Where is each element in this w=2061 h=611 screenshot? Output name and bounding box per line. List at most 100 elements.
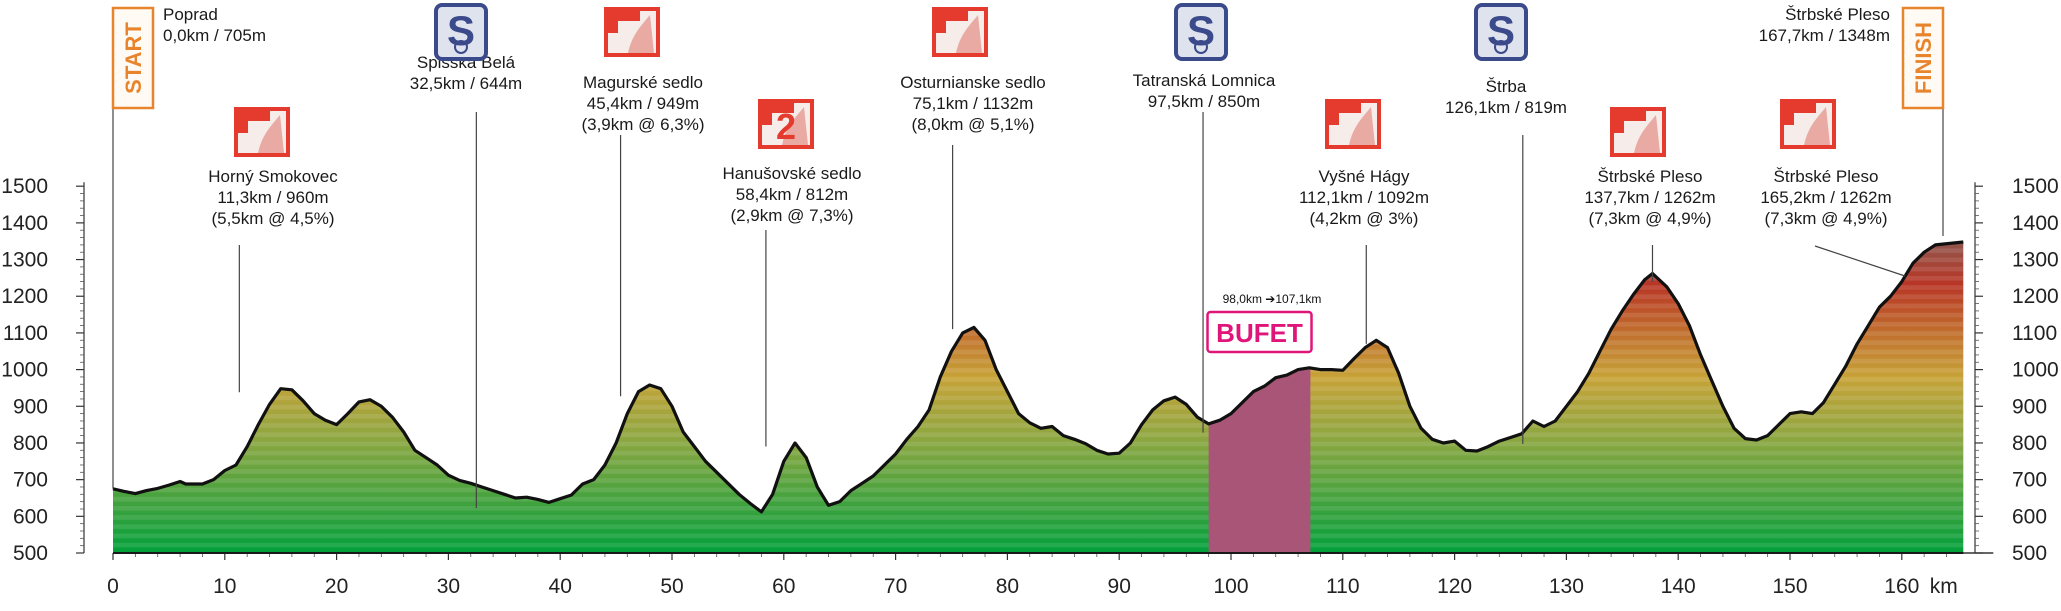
waypoint-name: Štrbské Pleso (1598, 167, 1703, 186)
climb-icon-mountain (258, 115, 284, 153)
waypoint-climb-stats: (3,9km @ 6,3%) (581, 115, 704, 134)
sprint-icon-wheel (1494, 40, 1508, 54)
y-tick-label-left: 800 (13, 432, 48, 455)
waypoint-label: Horný Smokovec 11,3km / 960m (5,5km @ 4,5%… (208, 167, 338, 228)
y-tick-label-left: 600 (13, 505, 48, 528)
waypoint-km-altitude: 167,7km / 1348m (1759, 26, 1890, 45)
axes: 0 10 20 30 40 50 60 70 80 90 100 110 120 130 140 150 160… (1, 175, 2058, 598)
finish-flag-text: FINISH (1911, 22, 1936, 94)
buffet-range-text: 98,0km ➔107,1km (1223, 292, 1322, 306)
y-tick-label-right: 1300 (2012, 249, 2059, 272)
x-tick-label: 70 (884, 575, 907, 598)
sprint-icon-frame (1474, 3, 1528, 61)
x-tick-label: 30 (437, 575, 460, 598)
profile-line (112, 240, 1964, 514)
start-flag-text: START (121, 22, 146, 94)
waypoint-km-altitude: 165,2km / 1262m (1760, 188, 1891, 207)
y-tick-label-right: 900 (2012, 395, 2047, 418)
waypoint-name: Horný Smokovec (208, 167, 338, 186)
x-tick-label: 60 (772, 575, 795, 598)
y-tick-label-right: 800 (2012, 432, 2047, 455)
waypoint-label: Štrbské Pleso 137,7km / 1262m (7,3km @ 4,9… (1584, 167, 1715, 228)
start-finish-flags: START FINISH (111, 6, 1945, 110)
waypoint-label: Tatranská Lomnica 97,5km / 850m (1133, 71, 1276, 111)
climb-icon-mountain (628, 15, 654, 53)
x-tick-label: 40 (549, 575, 572, 598)
start-flag-box (111, 6, 155, 110)
x-tick-label: 160 (1884, 575, 1919, 598)
leader-lines (112, 108, 1944, 509)
y-tick-label-right: 700 (2012, 469, 2047, 492)
climb-icon-number: 2 (776, 106, 796, 147)
waypoint-icons: S 2 S S (234, 3, 1836, 157)
waypoint-labels: Poprad 0,0km / 705m Horný Smokovec 11,3km /… (163, 5, 1892, 228)
y-tick-label-right: 1100 (2012, 322, 2057, 345)
buffet-badge (1206, 310, 1313, 354)
waypoint-climb-stats: (7,3km @ 4,9%) (1588, 209, 1711, 228)
waypoint-name: Hanušovské sedlo (723, 164, 862, 183)
y-tick-label-right: 1000 (2012, 359, 2059, 382)
start-flag: START (111, 6, 155, 110)
waypoint-name: Štrba (1486, 77, 1527, 96)
climb-icon-mountain (956, 15, 982, 53)
y-tick-label-left: 900 (13, 395, 48, 418)
waypoint-label: Štrba 126,1km / 819m (1445, 77, 1567, 117)
waypoint-label: Vyšné Hágy 112,1km / 1092m (4,2km @ 3%) (1299, 167, 1429, 228)
y-tick-label-left: 1200 (1, 285, 48, 308)
climb-icon-flag (1327, 101, 1361, 125)
climb-icon-flag (760, 101, 794, 125)
waypoint-km-altitude: 45,4km / 949m (587, 94, 699, 113)
x-tick-label: 100 (1213, 575, 1248, 598)
climb-icon-mountain (1634, 115, 1660, 153)
x-tick-label: 50 (660, 575, 683, 598)
y-tick-label-right: 1200 (2012, 285, 2059, 308)
waypoint-name: Štrbské Pleso (1774, 167, 1879, 186)
climb-icon-mountain (1349, 107, 1375, 145)
waypoint-climb-stats: (7,3km @ 4,9%) (1764, 209, 1887, 228)
y-tick-label-right: 1400 (2012, 212, 2059, 235)
x-unit-label: km (1930, 575, 1958, 598)
waypoint-km-altitude: 126,1km / 819m (1445, 98, 1567, 117)
x-tick-label: 110 (1326, 575, 1359, 598)
y-tick-label-left: 700 (13, 469, 48, 492)
climb-icon-flag (236, 109, 270, 133)
y-tick-label-left: 500 (13, 542, 48, 565)
y-tick-label-left: 1100 (3, 322, 48, 345)
x-tick-label: 150 (1772, 575, 1807, 598)
waypoint-km-altitude: 112,1km / 1092m (1299, 188, 1429, 207)
x-tick-label: 10 (213, 575, 236, 598)
sprint-icon-wheel (1194, 40, 1208, 54)
waypoint-km-altitude: 32,5km / 644m (410, 74, 522, 93)
waypoint-km-altitude: 97,5km / 850m (1148, 92, 1260, 111)
y-tick-label-right: 500 (2012, 542, 2047, 565)
y-tick-label-right: 1500 (2012, 175, 2059, 198)
waypoint-climb-stats: (2,9km @ 7,3%) (730, 206, 853, 225)
waypoint-label: Štrbské Pleso 165,2km / 1262m (7,3km @ 4,9… (1760, 167, 1891, 228)
x-tick-label: 90 (1108, 575, 1131, 598)
sprint-icon-frame (1174, 3, 1228, 61)
waypoint-name: Magurské sedlo (583, 73, 703, 92)
finish-flag-box (1901, 6, 1945, 110)
waypoint-km-altitude: 58,4km / 812m (736, 185, 848, 204)
waypoint-name: Osturnianske sedlo (900, 73, 1046, 92)
y-tick-label-left: 1500 (1, 175, 48, 198)
waypoint-label: Poprad 0,0km / 705m (163, 5, 266, 45)
leader-line (1814, 245, 1906, 277)
waypoint-climb-stats: (4,2km @ 3%) (1310, 209, 1419, 228)
waypoint-km-altitude: 75,1km / 1132m (913, 94, 1034, 113)
waypoint-label: Magurské sedlo 45,4km / 949m (3,9km @ 6,3%… (581, 73, 704, 134)
x-tick-label: 140 (1661, 575, 1696, 598)
waypoint-label: Hanušovské sedlo 58,4km / 812m (2,9km @ 7,… (723, 164, 862, 225)
climb-icon-flag (1782, 101, 1816, 125)
y-tick-label-left: 1000 (1, 359, 48, 382)
waypoint-km-altitude: 11,3km / 960m (217, 188, 328, 207)
waypoint-km-altitude: 0,0km / 705m (163, 26, 266, 45)
waypoint-label: Štrbské Pleso 167,7km / 1348m (1759, 5, 1890, 45)
waypoint-label: Osturnianske sedlo 75,1km / 1132m (8,0km @… (900, 73, 1046, 134)
waypoint-name: Vyšné Hágy (1318, 167, 1410, 186)
finish-flag: FINISH (1901, 6, 1945, 110)
climb-icon-flag (1612, 109, 1646, 133)
y-tick-label-left: 1300 (1, 249, 48, 272)
sprint-icon-letter: S (1187, 7, 1215, 54)
